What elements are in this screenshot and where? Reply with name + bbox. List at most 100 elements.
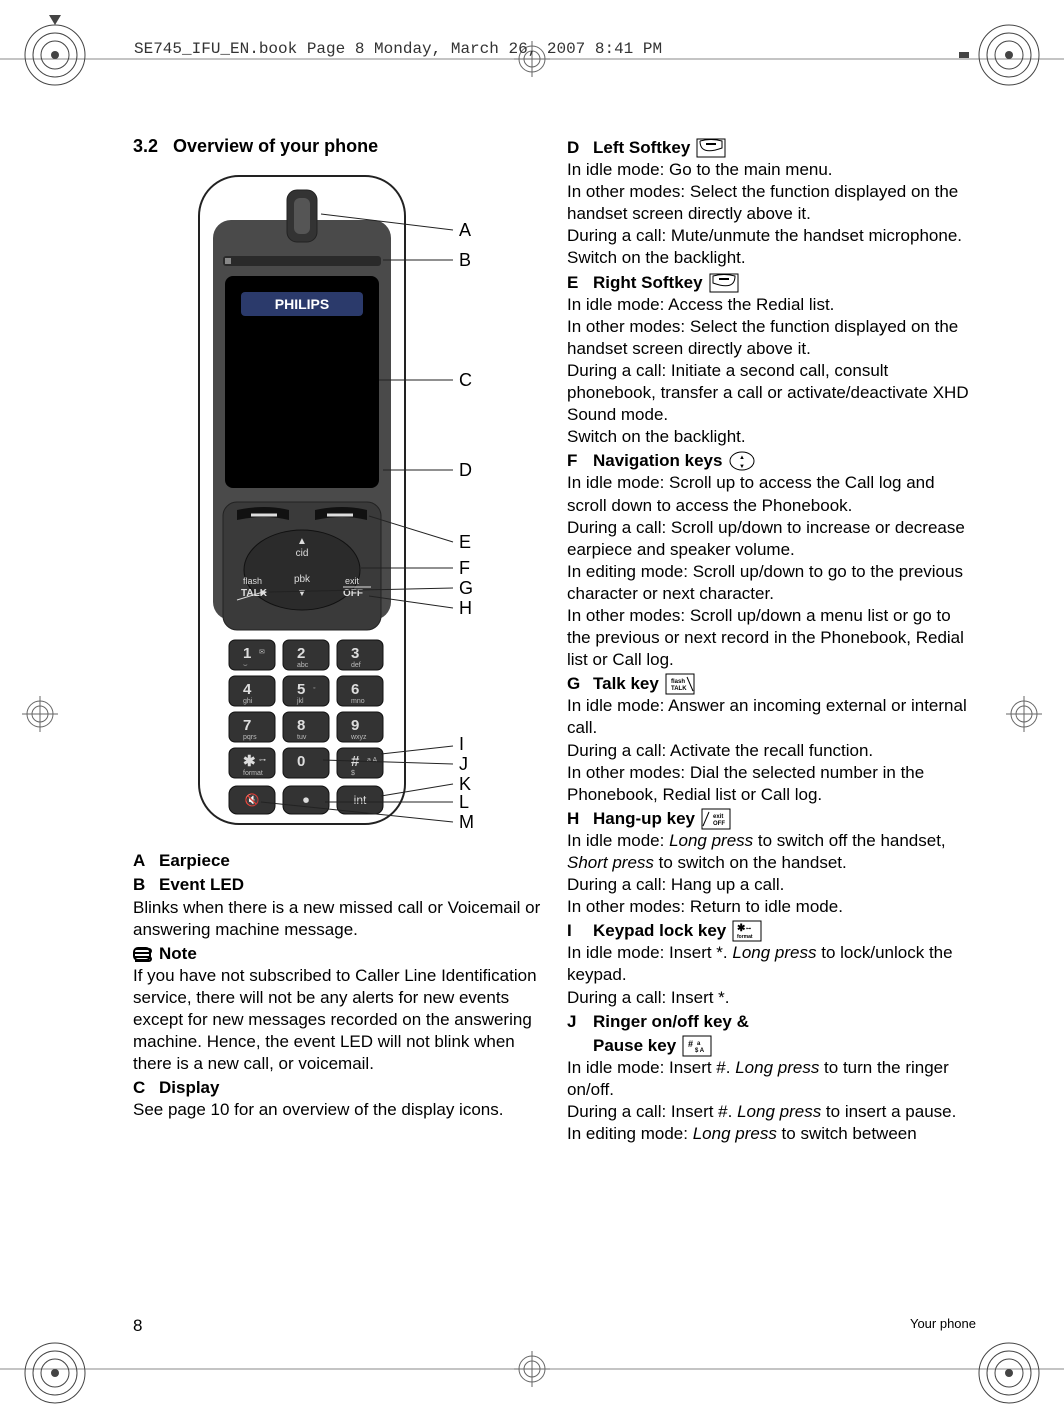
- item-E-heading: ERight Softkey: [567, 272, 976, 294]
- svg-text:OFF: OFF: [713, 821, 725, 827]
- item-C-body: See page 10 for an overview of the displ…: [133, 1099, 543, 1121]
- svg-text:D: D: [459, 460, 472, 480]
- svg-text:flash: flash: [671, 679, 685, 685]
- item-D-heading: DLeft Softkey: [567, 137, 976, 159]
- svg-text:a A: a A: [367, 757, 377, 764]
- svg-text:▲: ▲: [297, 536, 307, 547]
- item-C-title: Display: [159, 1077, 219, 1099]
- svg-text:$: $: [351, 770, 355, 777]
- svg-text:4: 4: [243, 681, 252, 698]
- item-D-line-2: During a call: Mute/unmute the handset m…: [567, 225, 976, 247]
- svg-text:PHILIPS: PHILIPS: [275, 296, 329, 312]
- svg-text:H: H: [459, 598, 472, 618]
- page-number: 8: [133, 1316, 142, 1336]
- svg-text:L: L: [459, 792, 469, 812]
- note-body: If you have not subscribed to Caller Lin…: [133, 965, 543, 1075]
- svg-text:⊶: ⊶: [746, 926, 751, 932]
- item-J-title-2: Pause key: [593, 1035, 676, 1057]
- note-label: Note: [159, 943, 197, 965]
- svg-text:mno: mno: [351, 698, 365, 705]
- svg-text:format: format: [243, 770, 263, 777]
- svg-text:7: 7: [243, 717, 251, 734]
- svg-text:def: def: [351, 662, 361, 669]
- svg-text:M: M: [459, 812, 474, 830]
- section-heading: 3.2 Overview of your phone: [133, 135, 543, 158]
- svg-text:◦: ◦: [313, 685, 315, 692]
- item-G-line-2: In other modes: Dial the selected number…: [567, 762, 976, 806]
- svg-text:I: I: [459, 734, 464, 754]
- right-softkey-icon: [709, 273, 739, 293]
- item-D-line-3: Switch on the backlight.: [567, 247, 976, 269]
- item-B-body: Blinks when there is a new missed call o…: [133, 897, 543, 941]
- svg-text:flash: flash: [243, 576, 262, 586]
- item-G-heading: GTalk key flashTALK: [567, 673, 976, 695]
- item-H-title: Hang-up key: [593, 808, 695, 830]
- item-I-title: Keypad lock key: [593, 920, 726, 942]
- svg-text:6: 6: [351, 681, 359, 698]
- svg-text:pbk: pbk: [294, 574, 311, 585]
- svg-text:8: 8: [297, 717, 305, 734]
- svg-text:1: 1: [243, 645, 251, 662]
- svg-text:TALK: TALK: [671, 686, 687, 692]
- svg-text:tuv: tuv: [297, 734, 307, 741]
- item-J-title-1: Ringer on/off key &: [593, 1011, 749, 1033]
- item-G-line-1: During a call: Activate the recall funct…: [567, 740, 976, 762]
- item-B-title: Event LED: [159, 874, 244, 896]
- svg-text:F: F: [459, 558, 470, 578]
- svg-text:ghi: ghi: [243, 698, 253, 705]
- svg-text:pqrs: pqrs: [243, 734, 257, 741]
- running-header: SE745_IFU_EN.book Page 8 Monday, March 2…: [134, 40, 662, 58]
- item-H-line-1: During a call: Hang up a call.: [567, 874, 976, 896]
- item-B-heading: BEvent LED: [133, 874, 543, 896]
- section-number: 3.2: [133, 136, 158, 156]
- svg-text:9: 9: [351, 717, 359, 734]
- svg-text:K: K: [459, 774, 471, 794]
- talk-key-icon: flashTALK: [665, 673, 695, 695]
- item-A-title: Earpiece: [159, 850, 230, 872]
- svg-text:wxyz: wxyz: [350, 734, 367, 741]
- item-G-line-0: In idle mode: Answer an incoming externa…: [567, 695, 976, 739]
- svg-text:3: 3: [351, 645, 359, 662]
- svg-text:⏺: ⏺: [303, 793, 309, 807]
- item-G-title: Talk key: [593, 673, 659, 695]
- right-column: DLeft Softkey In idle mode: Go to the ma…: [567, 135, 976, 1308]
- item-J-line-2: In editing mode: Long press to switch be…: [567, 1123, 976, 1145]
- svg-text:✱: ✱: [737, 923, 746, 934]
- item-A-heading: AEarpiece: [133, 850, 543, 872]
- svg-text:✉: ✉: [259, 649, 265, 656]
- item-J-heading-1: JRinger on/off key &: [567, 1011, 976, 1033]
- svg-text:⌣: ⌣: [243, 662, 248, 669]
- svg-text:0: 0: [297, 753, 305, 770]
- svg-text:E: E: [459, 532, 471, 552]
- item-J-line-0: In idle mode: Insert #. Long press to tu…: [567, 1057, 976, 1101]
- note-heading: Note: [133, 943, 543, 965]
- hash-key-icon: #a$ A: [682, 1035, 712, 1057]
- item-D-line-0: In idle mode: Go to the main menu.: [567, 159, 976, 181]
- svg-text:A: A: [459, 220, 471, 240]
- svg-text:J: J: [459, 754, 468, 774]
- svg-text:B: B: [459, 250, 471, 270]
- svg-text:⊶: ⊶: [259, 757, 266, 764]
- svg-text:▲: ▲: [739, 455, 745, 461]
- nav-key-icon: ▲▼: [728, 450, 756, 472]
- item-E-line-3: Switch on the backlight.: [567, 426, 976, 448]
- item-F-line-0: In idle mode: Scroll up to access the Ca…: [567, 472, 976, 516]
- footer-section-label: Your phone: [910, 1316, 976, 1336]
- item-I-line-1: During a call: Insert *.: [567, 987, 976, 1009]
- svg-text:exit: exit: [345, 576, 360, 586]
- item-F-line-2: In editing mode: Scroll up/down to go to…: [567, 561, 976, 605]
- item-E-line-2: During a call: Initiate a second call, c…: [567, 360, 976, 426]
- svg-text:cid: cid: [296, 548, 309, 559]
- svg-text:jkl: jkl: [296, 698, 304, 705]
- svg-text:abc: abc: [297, 662, 309, 669]
- item-E-line-1: In other modes: Select the function disp…: [567, 316, 976, 360]
- item-F-title: Navigation keys: [593, 450, 722, 472]
- svg-text:▼: ▼: [739, 464, 745, 470]
- left-softkey-icon: [696, 138, 726, 158]
- page-content: 3.2 Overview of your phone PHILIPS: [133, 135, 976, 1308]
- item-I-line-0: In idle mode: Insert *. Long press to lo…: [567, 942, 976, 986]
- item-I-heading: IKeypad lock key ✱⊶format: [567, 920, 976, 942]
- svg-text:✱: ✱: [243, 753, 256, 770]
- item-F-line-1: During a call: Scroll up/down to increas…: [567, 517, 976, 561]
- item-J-line-1: During a call: Insert #. Long press to i…: [567, 1101, 976, 1123]
